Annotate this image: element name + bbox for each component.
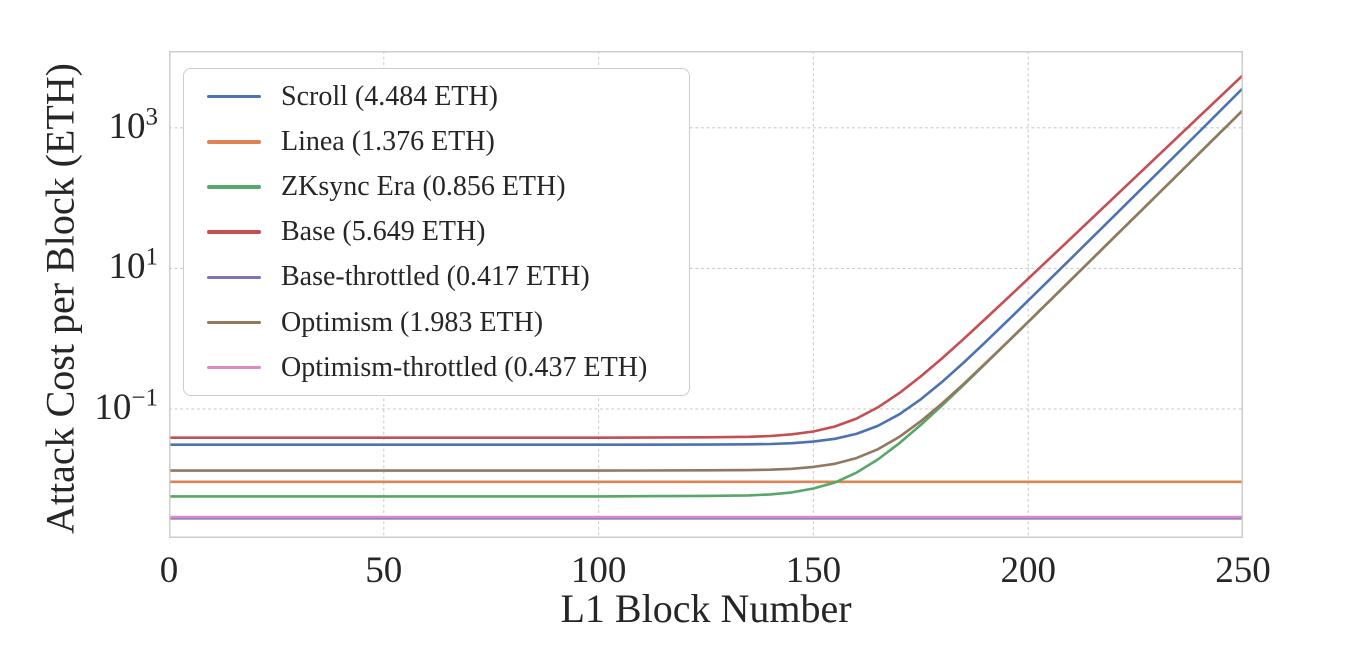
legend-swatch-optimism: [207, 320, 261, 325]
series-line-base: [169, 73, 1243, 439]
y-tick-label: 101: [0, 245, 159, 288]
legend-label-scroll: Scroll (4.484 ETH): [281, 80, 498, 112]
x-tick-label: 100: [570, 550, 627, 591]
legend-label-optimism: Optimism (1.983 ETH): [281, 306, 544, 338]
x-tick-label: 250: [1215, 550, 1271, 591]
y-tick-base: 10: [94, 386, 132, 428]
legend-swatch-linea: [207, 140, 261, 144]
y-tick-base: 10: [108, 246, 146, 288]
legend-row-linea: Linea (1.376 ETH): [207, 119, 689, 164]
legend-swatch-zksync-era: [207, 185, 261, 189]
legend-label-base-throttled: Base-throttled (0.417 ETH): [281, 261, 590, 293]
series-line-scroll: [169, 86, 1243, 446]
y-tick-exponent: 1: [145, 244, 159, 272]
y-tick-base: 10: [108, 105, 146, 147]
legend-label-zksync-era: ZKsync Era (0.856 ETH): [281, 170, 566, 202]
series-line-optimism: [169, 108, 1243, 472]
x-tick-label: 150: [785, 550, 842, 591]
legend-label-linea: Linea (1.376 ETH): [281, 125, 495, 157]
x-tick-label: 50: [365, 550, 403, 591]
legend-label-optimism-throttled: Optimism-throttled (0.437 ETH): [281, 351, 648, 383]
legend-row-base: Base (5.649 ETH): [207, 210, 689, 255]
legend-row-base-throttled: Base-throttled (0.417 ETH): [207, 255, 689, 300]
legend-row-scroll: Scroll (4.484 ETH): [207, 74, 689, 119]
legend: Scroll (4.484 ETH) Linea (1.376 ETH) ZKsyn…: [183, 68, 690, 397]
y-tick-exponent: −1: [131, 384, 158, 412]
legend-swatch-base: [207, 230, 261, 234]
legend-swatch-base-throttled: [207, 275, 261, 280]
legend-label-base: Base (5.649 ETH): [281, 216, 486, 248]
legend-swatch-optimism-throttled: [207, 365, 261, 370]
legend-row-zksync-era: ZKsync Era (0.856 ETH): [207, 164, 689, 209]
x-tick-label: 0: [159, 550, 179, 591]
legend-swatch-scroll: [207, 94, 261, 99]
legend-row-optimism: Optimism (1.983 ETH): [207, 300, 689, 345]
y-tick-label: 103: [0, 105, 159, 147]
y-tick-exponent: 3: [145, 103, 159, 131]
x-tick-label: 200: [1000, 550, 1056, 591]
plot-area: [169, 51, 1243, 538]
plot-border: [169, 51, 1243, 538]
y-tick-label: 10−1: [0, 386, 158, 428]
x-axis-label: L1 Block Number: [560, 586, 852, 631]
legend-row-optimism-throttled: Optimism-throttled (0.437 ETH): [207, 345, 689, 390]
